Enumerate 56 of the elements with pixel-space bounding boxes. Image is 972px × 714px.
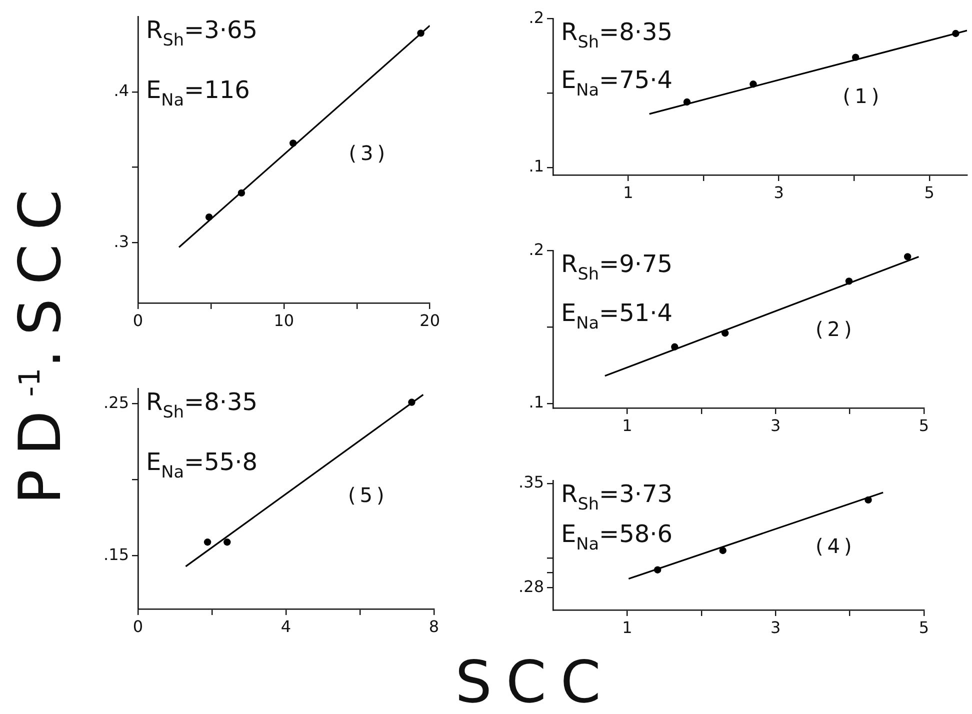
annotation: R$_{Sh}$=3·73 xyxy=(561,480,673,514)
x-tick-label: 4 xyxy=(280,616,292,636)
point xyxy=(750,80,757,88)
y-tick-label: .1 xyxy=(528,156,544,176)
point xyxy=(864,496,872,504)
y-tick-label: .4 xyxy=(114,81,129,100)
y-tick-label: .25 xyxy=(104,392,129,412)
x-tick-label: 1 xyxy=(623,182,634,202)
x-tick-label: 5 xyxy=(924,182,934,202)
annotation: (1) xyxy=(842,84,884,108)
x-tick-label: 10 xyxy=(274,310,294,330)
point xyxy=(290,140,297,147)
x-tick-label: 0 xyxy=(132,310,144,330)
x-tick-label: 5 xyxy=(918,618,930,637)
annotation: E$_{Na}$=116 xyxy=(146,76,250,110)
x-tick-label: 1 xyxy=(622,618,632,637)
annotation: E$_{Na}$=75·4 xyxy=(561,66,673,100)
annotation: (5) xyxy=(348,483,388,508)
annotation: R$_{Sh}$=3·65 xyxy=(146,16,258,50)
point xyxy=(722,330,729,337)
point xyxy=(719,546,726,554)
x-tick-label: 1 xyxy=(622,416,632,435)
y-tick-label: .35 xyxy=(518,472,544,492)
annotation: E$_{Na}$=58·6 xyxy=(561,520,673,554)
point xyxy=(904,253,912,260)
annotation: R$_{Sh}$=9·75 xyxy=(561,250,673,284)
annotation: (4) xyxy=(816,534,856,558)
point xyxy=(845,278,853,285)
annotation: R$_{Sh}$=8·35 xyxy=(146,388,258,422)
x-tick-label: 5 xyxy=(918,416,930,435)
y-tick-label: .1 xyxy=(528,392,544,412)
point xyxy=(852,54,860,61)
point xyxy=(671,343,678,350)
y-tick-label: .15 xyxy=(104,544,129,564)
annotation: (2) xyxy=(816,316,856,341)
point xyxy=(417,30,424,37)
x-tick-label: 0 xyxy=(132,616,144,636)
annotation: E$_{Na}$=55·8 xyxy=(146,448,258,482)
x-tick-label: 3 xyxy=(770,618,781,637)
y-tick-label: .2 xyxy=(528,8,544,27)
point xyxy=(952,30,960,38)
annotation: (3) xyxy=(348,140,390,165)
y-tick-label: .3 xyxy=(114,232,129,251)
y-tick-label: .28 xyxy=(518,576,544,596)
x-tick-label: 3 xyxy=(774,182,784,202)
x-tick-label: 3 xyxy=(770,416,781,435)
x-tick-label: 8 xyxy=(428,616,440,636)
annotation: R$_{Sh}$=8·35 xyxy=(561,18,673,52)
annotation: E$_{Na}$=51·4 xyxy=(561,298,673,332)
point xyxy=(654,566,662,574)
x-axis-title: SCC xyxy=(455,648,615,714)
point xyxy=(205,213,213,221)
point xyxy=(683,98,691,106)
x-tick-label: 20 xyxy=(420,310,440,330)
point xyxy=(238,189,246,197)
y-tick-label: .2 xyxy=(528,240,544,259)
